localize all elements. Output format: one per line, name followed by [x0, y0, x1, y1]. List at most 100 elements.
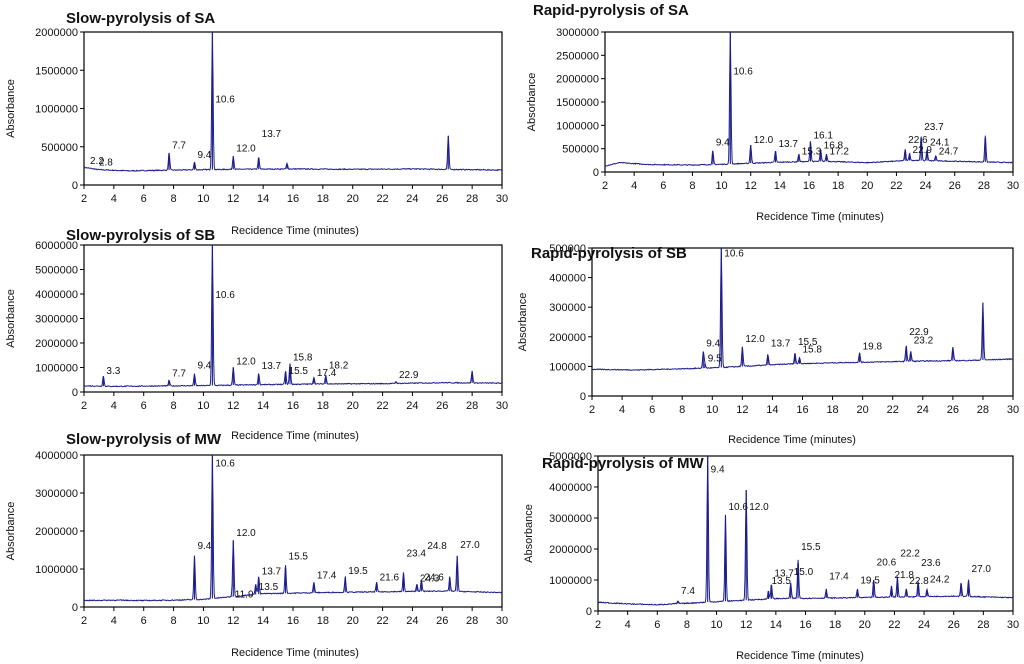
x-tick-label: 18 — [829, 619, 841, 631]
y-tick-label: 500000 — [41, 142, 78, 154]
x-tick-label: 4 — [111, 193, 117, 205]
peak-label: 15.5 — [798, 337, 818, 348]
peak-label: 7.7 — [172, 141, 186, 152]
x-tick-label: 12 — [227, 615, 239, 627]
x-tick-label: 16 — [803, 180, 815, 192]
y-tick-label: 2000000 — [549, 544, 592, 556]
peak-label: 2.8 — [99, 157, 113, 168]
peak-label: 9.4 — [711, 465, 725, 476]
x-tick-label: 4 — [625, 619, 631, 631]
x-tick-label: 26 — [436, 193, 448, 205]
peak-label: 23.6 — [921, 558, 941, 569]
peak-label: 9.4 — [197, 150, 211, 161]
peak-label: 15.0 — [794, 567, 814, 578]
peak-label: 13.7 — [771, 339, 791, 350]
x-tick-label: 8 — [684, 619, 690, 631]
peak-label: 15.5 — [289, 551, 309, 562]
peak-label: 24.7 — [939, 147, 959, 158]
x-tick-label: 20 — [347, 193, 359, 205]
x-tick-label: 14 — [770, 619, 782, 631]
x-tick-label: 8 — [171, 615, 177, 627]
peak-label: 17.4 — [317, 570, 337, 581]
peak-label: 19.5 — [860, 575, 880, 586]
peak-label: 22.9 — [909, 327, 929, 338]
chart-panel-5: Slow-pyrolysis of MW 0 1000000 2000000 30000… — [5, 431, 508, 659]
x-tick-label: 20 — [347, 400, 359, 412]
series-line — [605, 32, 1014, 167]
x-tick-label: 8 — [171, 400, 177, 412]
y-tick-label: 500000 — [562, 144, 599, 156]
x-tick-label: 14 — [257, 193, 269, 205]
peak-label: 23.2 — [914, 336, 934, 347]
peak-label: 16.8 — [824, 141, 844, 152]
x-tick-label: 28 — [466, 193, 478, 205]
x-tick-label: 14 — [257, 400, 269, 412]
peak-label: 17.2 — [829, 147, 849, 158]
x-tick-label: 26 — [947, 404, 959, 416]
peak-label: 13.5 — [771, 576, 791, 587]
plot-frame — [83, 31, 503, 186]
x-tick-label: 10 — [197, 400, 209, 412]
x-tick-label: 10 — [710, 619, 722, 631]
chart-title: Rapid-pyrolysis of SA — [533, 2, 689, 19]
x-tick-label: 24 — [919, 180, 931, 192]
peak-label: 20.6 — [877, 558, 897, 569]
y-axis-label: Absorbance — [526, 73, 538, 132]
peak-label: 22.8 — [909, 576, 929, 587]
x-tick-label: 22 — [376, 193, 388, 205]
x-tick-label: 20 — [861, 180, 873, 192]
x-tick-label: 18 — [832, 180, 844, 192]
x-tick-label: 18 — [826, 404, 838, 416]
peak-label: 12.0 — [236, 528, 256, 539]
x-tick-label: 12 — [736, 404, 748, 416]
x-tick-label: 12 — [227, 400, 239, 412]
y-tick-label: 1500000 — [35, 65, 78, 77]
peak-label: 13.7 — [262, 361, 282, 372]
y-tick-label: 3000000 — [35, 314, 78, 326]
x-tick-label: 2 — [81, 615, 87, 627]
y-tick-label: 400000 — [549, 273, 586, 285]
peak-label: 24.2 — [930, 575, 950, 586]
peak-label: 24.1 — [930, 138, 950, 149]
peak-label: 11.9 — [235, 589, 254, 600]
x-tick-label: 12 — [745, 180, 757, 192]
peak-label: 23.4 — [406, 549, 426, 560]
y-tick-label: 0 — [72, 602, 78, 614]
y-tick-label: 0 — [593, 167, 599, 179]
y-tick-label: 4000000 — [549, 482, 592, 494]
y-axis-label: Absorbance — [5, 289, 17, 348]
x-axis-label: Recidence Time (minutes) — [231, 647, 359, 659]
x-tick-label: 26 — [436, 615, 448, 627]
x-tick-label: 28 — [466, 615, 478, 627]
x-tick-label: 22 — [887, 404, 899, 416]
x-tick-label: 2 — [595, 619, 601, 631]
x-tick-label: 14 — [774, 180, 786, 192]
peak-label: 23.7 — [924, 122, 944, 133]
chart-title: Slow-pyrolysis of MW — [66, 431, 222, 448]
peak-label: 13.7 — [774, 568, 794, 579]
peak-label: 22.9 — [913, 145, 933, 156]
peak-label: 10.6 — [733, 66, 753, 77]
chart-title: Rapid-pyrolysis of MW — [542, 455, 705, 472]
peak-label: 21.6 — [380, 572, 400, 583]
y-tick-label: 1000000 — [35, 363, 78, 375]
peak-label: 10.6 — [215, 458, 235, 469]
peak-label: 13.5 — [259, 582, 279, 593]
y-tick-label: 3000000 — [35, 488, 78, 500]
x-tick-label: 6 — [141, 615, 147, 627]
y-tick-label: 6000000 — [35, 240, 78, 252]
y-tick-label: 2000000 — [556, 74, 599, 86]
y-axis-label: Absorbance — [523, 504, 535, 563]
peak-label: 22.9 — [399, 370, 419, 381]
x-tick-label: 6 — [649, 404, 655, 416]
peak-label: 10.6 — [215, 290, 235, 301]
x-tick-label: 16 — [799, 619, 811, 631]
x-tick-label: 8 — [171, 193, 177, 205]
series-line — [597, 455, 1014, 606]
x-tick-label: 24 — [406, 193, 418, 205]
peak-label: 18.2 — [329, 360, 349, 371]
x-tick-label: 26 — [948, 619, 960, 631]
peak-label: 9.4 — [197, 541, 211, 552]
y-tick-label: 4000000 — [35, 450, 78, 462]
x-tick-label: 14 — [766, 404, 778, 416]
